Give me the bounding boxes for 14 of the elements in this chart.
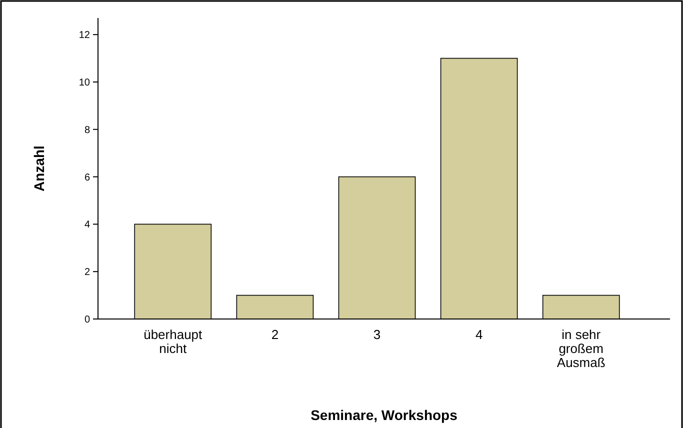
y-tick-label: 2	[84, 267, 90, 278]
y-tick-label: 8	[84, 124, 90, 136]
y-tick-label: 4	[84, 220, 90, 231]
y-tick-label: 6	[84, 172, 90, 184]
x-tick-label: in sehr großem Ausmaß	[556, 327, 606, 370]
x-tick-label: 2	[271, 327, 279, 342]
y-tick-label: 10	[78, 77, 90, 88]
x-tick-label: überhaupt nicht	[144, 327, 203, 356]
y-tick-label: 12	[78, 30, 90, 42]
y-tick-label: 0	[84, 314, 90, 326]
x-tick-label: 3	[373, 327, 381, 342]
x-axis-title: Seminare, Workshops	[310, 407, 458, 423]
y-axis-title: Anzahl	[31, 146, 47, 192]
x-tick-label: 4	[475, 327, 483, 342]
